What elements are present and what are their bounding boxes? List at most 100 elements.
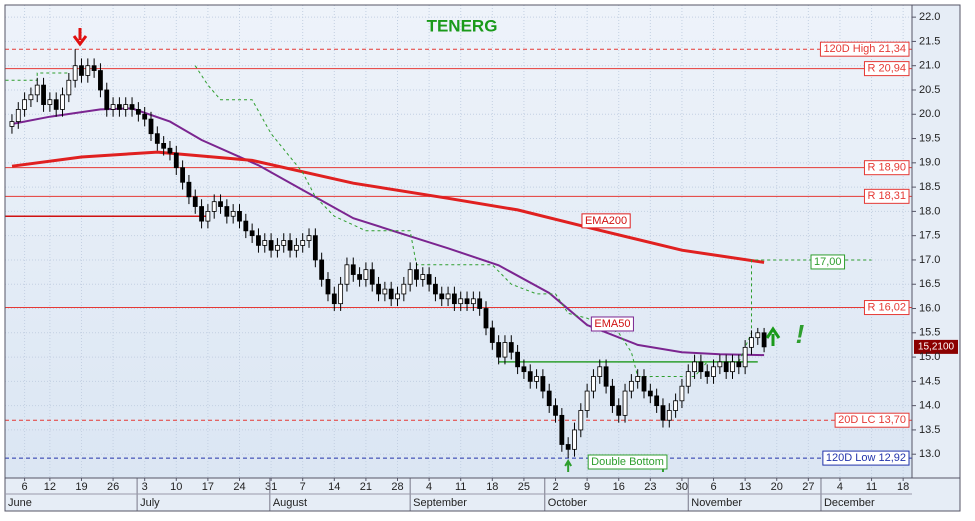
x-tick-label: 6 xyxy=(710,481,716,493)
candle-body xyxy=(211,201,217,212)
candle-body xyxy=(749,337,754,348)
x-tick-label: 20 xyxy=(771,481,783,493)
x-tick-label: 31 xyxy=(265,481,277,493)
candle-body xyxy=(647,390,653,397)
candle-body xyxy=(173,152,179,169)
level-label-box xyxy=(863,300,910,316)
right-axis-area xyxy=(912,5,960,478)
candle-body xyxy=(218,201,223,207)
candle-body xyxy=(628,380,634,392)
candle-body xyxy=(515,351,520,368)
level-label-box xyxy=(863,160,910,176)
candle-body xyxy=(483,308,489,329)
y-tick-label: 13.0 xyxy=(919,448,940,460)
candle-body xyxy=(167,147,173,154)
candle-body xyxy=(584,390,590,411)
y-tick-label: 19.0 xyxy=(919,157,940,169)
candle-body xyxy=(123,104,129,110)
candle-body xyxy=(534,376,539,382)
level-label-box xyxy=(863,61,910,77)
level-label: R 18,90 xyxy=(867,162,906,174)
signal-arrow-down xyxy=(72,28,88,47)
candle-body xyxy=(559,414,565,445)
candle-body xyxy=(161,143,167,149)
candle-body xyxy=(98,70,103,91)
candle-body xyxy=(458,298,464,305)
x-tick-label: 10 xyxy=(170,481,182,493)
candle-body xyxy=(72,65,78,81)
candle-body xyxy=(129,104,135,110)
level-label: R 20,94 xyxy=(867,63,906,75)
line-name-label: EMA50 xyxy=(594,318,630,330)
candle-body xyxy=(357,274,362,280)
y-tick-label: 13.5 xyxy=(919,424,940,436)
axes: 13.0 13.5 14.0 14.5 15.0 15.5 16.0 16.5 17.0 17.5… xyxy=(4,11,940,511)
candle-body xyxy=(610,385,615,407)
y-tick-label: 21.5 xyxy=(919,35,940,47)
month-label: August xyxy=(273,497,307,509)
candle-body xyxy=(262,240,268,246)
y-tick-label: 16.5 xyxy=(919,278,940,290)
candle-body xyxy=(755,332,761,339)
candle-body xyxy=(527,371,533,382)
candle-body xyxy=(237,210,242,222)
candle-body xyxy=(407,269,413,285)
x-tick-label: 4 xyxy=(837,481,843,493)
x-tick-label: 28 xyxy=(391,481,403,493)
candle-body xyxy=(388,288,394,300)
level-label: R 16,02 xyxy=(867,301,906,313)
candle-body xyxy=(730,361,735,373)
signal-arrow-up xyxy=(765,326,781,346)
levels xyxy=(5,48,912,459)
candle-body xyxy=(508,342,514,353)
candle-body xyxy=(287,240,293,251)
candle-body xyxy=(698,361,704,373)
candle-body xyxy=(369,269,375,285)
candle-body xyxy=(445,293,451,300)
candle-body xyxy=(350,264,356,275)
plot-area xyxy=(5,5,912,478)
month-label: July xyxy=(140,497,160,509)
indicator-line xyxy=(5,65,872,377)
candle-body xyxy=(401,283,407,295)
line-level-label-box xyxy=(810,254,846,270)
candle-body xyxy=(186,181,192,198)
level-label: 120D Low 12,92 xyxy=(826,452,906,464)
candles xyxy=(9,49,767,459)
candle-body xyxy=(249,230,255,237)
candle-body xyxy=(104,89,110,110)
candle-body xyxy=(477,298,483,309)
candle-body xyxy=(597,366,603,377)
line-name-label: EMA200 xyxy=(585,215,627,227)
level-label-box xyxy=(819,41,910,57)
candle-body xyxy=(692,361,697,373)
x-tick-label: 21 xyxy=(360,481,372,493)
y-tick-label: 16.0 xyxy=(919,302,940,314)
candle-body xyxy=(742,346,748,368)
candle-body xyxy=(192,196,198,207)
y-tick-label: 20.5 xyxy=(919,84,940,96)
candle-body xyxy=(338,283,344,305)
x-tick-label: 2 xyxy=(552,481,558,493)
candle-body xyxy=(154,133,160,144)
candle-body xyxy=(110,104,116,110)
x-tick-label: 11 xyxy=(866,481,877,493)
candle-body xyxy=(28,94,34,101)
x-tick-label: 16 xyxy=(613,481,625,493)
candle-body xyxy=(275,244,280,251)
annotation-mark: ! xyxy=(796,319,805,349)
candle-body xyxy=(464,298,470,305)
month-label: December xyxy=(824,497,875,509)
x-tick-label: 23 xyxy=(644,481,656,493)
level-label: R 18,31 xyxy=(867,190,906,202)
candle-body xyxy=(578,410,584,431)
candle-body xyxy=(591,376,596,392)
indicator-line xyxy=(11,150,765,264)
candle-body xyxy=(34,84,40,96)
x-tick-label: 13 xyxy=(739,481,751,493)
candle-body xyxy=(199,206,204,222)
x-tick-label: 14 xyxy=(328,481,340,493)
candle-body xyxy=(66,79,72,96)
candle-body xyxy=(135,109,141,115)
candle-body xyxy=(489,327,495,343)
